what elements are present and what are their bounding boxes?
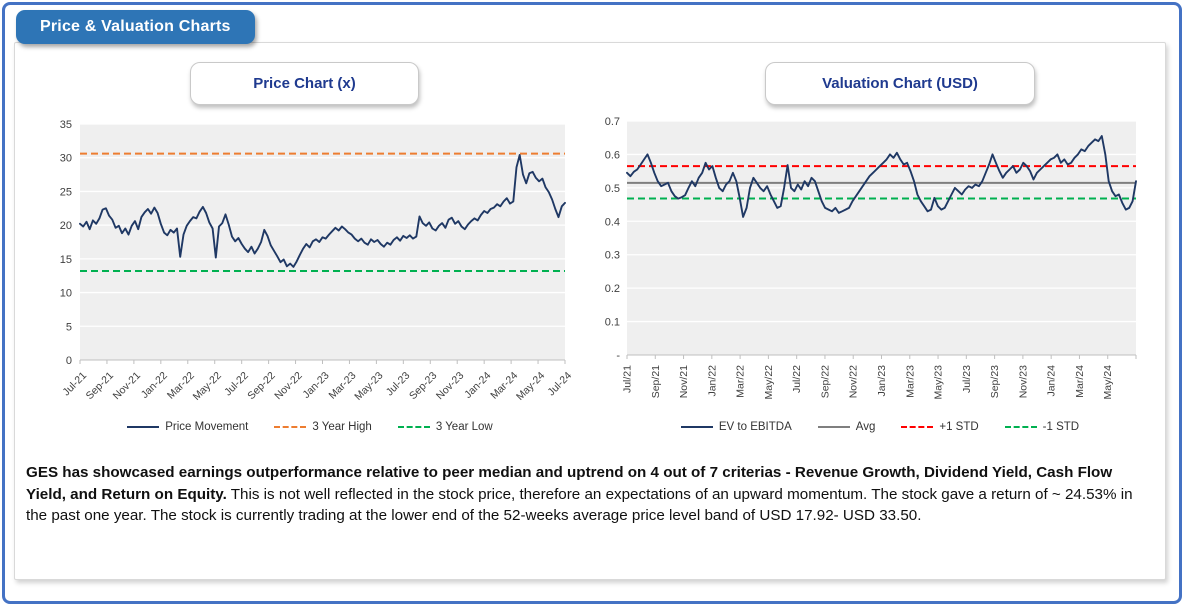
page-title: Price & Valuation Charts [16,10,255,44]
legend-label: +1 STD [939,421,979,433]
commentary-regular-text: This is not well reflected in the stock … [26,485,1133,525]
svg-text:0.1: 0.1 [605,317,620,329]
legend-label: Avg [855,421,876,433]
svg-text:0: 0 [66,355,72,367]
legend-swatch-dashed [397,426,430,428]
svg-text:Jan/23: Jan/23 [876,365,888,397]
svg-text:Jul/21: Jul/21 [622,365,634,393]
legend-swatch-solid [817,426,850,428]
svg-text:5: 5 [66,321,72,333]
svg-text:Nov-23: Nov-23 [434,370,467,403]
valuation-chart: Jul/21 Sep/21 Nov/21 Jan/22 Mar/22 May/22 Jul/… [605,116,1137,400]
svg-text:May-23: May-23 [352,370,385,403]
svg-text:Mar/24: Mar/24 [1074,365,1086,398]
svg-text:Jan-22: Jan-22 [139,370,170,401]
legend-swatch-dashed [1004,426,1037,428]
legend-label: 3 Year High [312,421,372,433]
svg-text:Sep-22: Sep-22 [245,370,278,403]
legend-item: -1 STD [1004,421,1080,433]
svg-text:20: 20 [60,220,72,232]
valuation-chart-title: Valuation Chart (USD) [765,62,1035,105]
svg-text:Nov-21: Nov-21 [111,370,144,403]
svg-text:Nov/21: Nov/21 [678,365,690,398]
svg-text:Sep/22: Sep/22 [819,365,831,398]
svg-text:Nov/22: Nov/22 [848,365,860,398]
svg-text:May/22: May/22 [763,365,775,400]
legend-item: Price Movement [127,421,248,433]
svg-text:Sep-23: Sep-23 [407,370,440,403]
svg-text:May/24: May/24 [1102,365,1114,400]
price-chart-title: Price Chart (x) [190,62,419,105]
svg-text:25: 25 [60,186,72,198]
legend-item: Avg [817,421,876,433]
legend-item: EV to EBITDA [680,421,792,433]
analyst-commentary: GES has showcased earnings outperformanc… [26,462,1144,527]
svg-text:0.4: 0.4 [605,216,620,228]
legend-swatch-dashed [901,426,934,428]
svg-text:Mar/22: Mar/22 [735,365,747,398]
legend-label: EV to EBITDA [718,421,792,433]
svg-text:Jan-23: Jan-23 [300,370,331,401]
svg-text:-: - [616,350,620,362]
svg-text:10: 10 [60,288,72,300]
svg-text:Nov/23: Nov/23 [1017,365,1029,398]
svg-text:Sep/21: Sep/21 [650,365,662,398]
svg-text:0.5: 0.5 [605,183,620,195]
legend-label: 3 Year Low [435,421,493,433]
legend-swatch-solid [680,426,713,428]
svg-text:Jan/22: Jan/22 [706,365,718,397]
svg-text:Jul/23: Jul/23 [961,365,973,393]
legend-swatch-dashed [274,426,307,428]
svg-text:Jul-24: Jul-24 [545,370,574,399]
price-chart-legend: Price Movement 3 Year High 3 Year Low [25,421,595,433]
commentary-bold-text: GES has showcased earnings outperformanc… [26,464,1113,503]
legend-swatch-solid [127,426,160,428]
svg-text:Nov-22: Nov-22 [272,370,305,403]
svg-text:May/23: May/23 [933,365,945,400]
svg-text:0.2: 0.2 [605,283,620,295]
legend-label: Price Movement [165,421,249,433]
svg-text:May-24: May-24 [514,370,547,403]
legend-item: 3 Year High [274,421,372,433]
legend-item: 3 Year Low [397,421,493,433]
svg-text:Jan/24: Jan/24 [1046,365,1058,397]
svg-text:0.6: 0.6 [605,149,620,161]
svg-text:Jul/22: Jul/22 [791,365,803,393]
svg-text:May-22: May-22 [191,370,224,403]
svg-text:Sep-21: Sep-21 [84,370,117,403]
legend-item: +1 STD [901,421,979,433]
svg-text:Sep/23: Sep/23 [989,365,1001,398]
svg-text:0.7: 0.7 [605,116,620,128]
svg-text:30: 30 [60,153,72,165]
legend-label: -1 STD [1042,421,1080,433]
valuation-chart-legend: EV to EBITDA Avg +1 STD -1 STD [590,421,1170,433]
price-chart: Jul-21Sep-21Nov-21Jan-22Mar-22May-22Jul-… [60,119,574,403]
svg-text:0.3: 0.3 [605,250,620,262]
svg-text:15: 15 [60,254,72,266]
svg-text:35: 35 [60,119,72,131]
svg-text:Jan-24: Jan-24 [462,370,493,401]
svg-text:Mar/23: Mar/23 [904,365,916,398]
